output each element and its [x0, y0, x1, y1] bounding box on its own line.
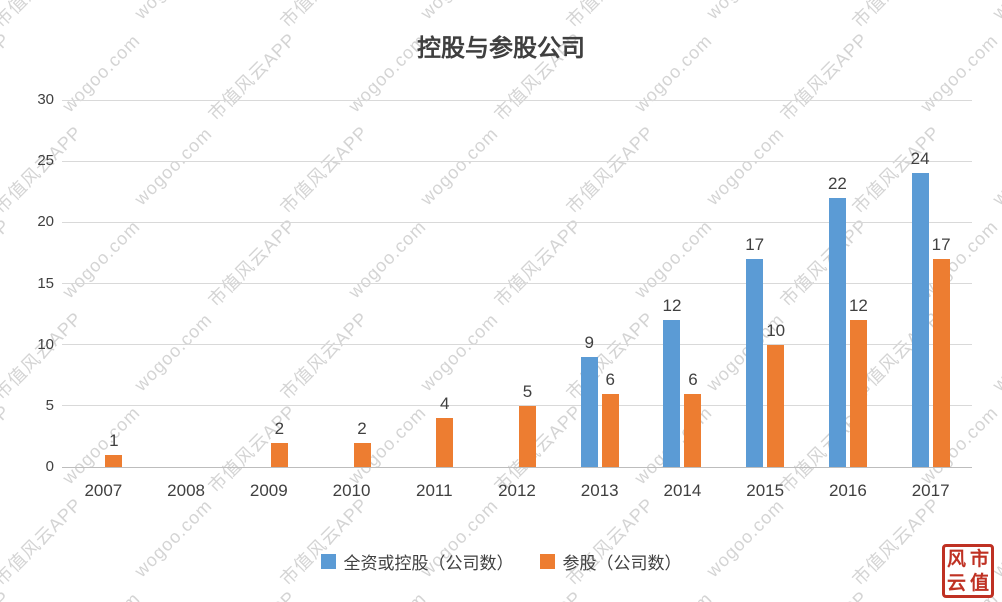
- watermark-text: 市值风云APP: [0, 214, 14, 311]
- gridline: [62, 221, 972, 223]
- x-tick-label: 2016: [828, 481, 867, 500]
- bar-value-label: 6: [605, 369, 615, 389]
- gridline: [62, 405, 972, 407]
- gridline: [62, 283, 972, 284]
- watermark-text: 市值风云APP: [562, 493, 658, 590]
- watermark-text: 市值风云APP: [0, 493, 86, 590]
- y-tick-label: 0: [45, 458, 54, 475]
- watermark-text: wogoo.com: [344, 588, 430, 602]
- bar-value-label: 12: [848, 296, 868, 316]
- watermark-text: wogoo.com: [58, 588, 144, 602]
- bar: [746, 259, 764, 467]
- watermark-text: wogoo.com: [988, 123, 1002, 209]
- legend-item-holding: 全资或控股（公司数）: [320, 549, 514, 574]
- y-tick-label: 10: [37, 335, 54, 353]
- seal-char: 市: [969, 548, 989, 570]
- gridline: [62, 344, 972, 346]
- legend-label-participation: 参股（公司数）: [562, 554, 682, 573]
- seal-char: 风: [946, 548, 966, 570]
- watermark-text: 市值风云APP: [848, 493, 944, 590]
- y-tick-label: 5: [45, 396, 54, 414]
- watermark-text: wogoo.com: [988, 309, 1002, 395]
- gridline: [62, 99, 972, 101]
- bar: [663, 320, 681, 467]
- bar-value-label: 17: [931, 235, 951, 255]
- watermark-text: 市值风云APP: [202, 584, 302, 602]
- plot-area: 0 5 10 15 20 25 30 2007 2008 2009 2010 2011 2012 2013…: [37, 91, 972, 500]
- x-tick-label: 2013: [580, 481, 619, 500]
- gridline: [62, 160, 972, 162]
- bar-value-label: 17: [745, 235, 765, 255]
- bar-value-label: 22: [827, 173, 847, 193]
- bar-value-label: 1: [109, 430, 119, 450]
- bar: [105, 454, 123, 467]
- bar-value-label: 4: [440, 394, 450, 414]
- x-axis-line: [62, 466, 972, 468]
- bar: [601, 393, 619, 467]
- bar-value-label: 2: [274, 418, 285, 438]
- watermark-text: 市值风云APP: [488, 584, 588, 602]
- bar-value-label: 24: [910, 149, 930, 169]
- seal-char: 值: [969, 572, 989, 594]
- watermark-text: 市值风云APP: [774, 584, 874, 602]
- seal-char: 云: [946, 572, 966, 594]
- y-tick-label: 25: [37, 152, 54, 170]
- x-tick-label: 2017: [911, 481, 950, 500]
- bar: [767, 344, 785, 467]
- bar-value-label: 12: [662, 296, 682, 316]
- legend: 全资或控股（公司数） 参股（公司数）: [0, 549, 1002, 574]
- bar: [436, 418, 454, 467]
- watermark-text: 市值风云APP: [276, 493, 372, 590]
- watermark-text: wogoo.com: [702, 0, 788, 24]
- legend-swatch-holding: [320, 554, 336, 569]
- x-tick-label: 2015: [746, 481, 785, 500]
- bar: [849, 320, 867, 467]
- y-tick-label: 20: [37, 213, 54, 231]
- bar: [932, 259, 950, 467]
- x-tick-label: 2014: [663, 481, 702, 500]
- watermark-text: wogoo.com: [988, 0, 1002, 24]
- bar-value-label: 9: [584, 332, 594, 352]
- watermark-text: wogoo.com: [416, 0, 502, 24]
- bar: [911, 173, 929, 467]
- y-tick-label: 15: [37, 274, 54, 292]
- brand-seal: 风 市 云 值: [942, 544, 994, 598]
- x-tick-label: 2007: [84, 481, 123, 500]
- bar: [828, 197, 846, 467]
- legend-swatch-participation: [539, 554, 555, 569]
- bar-value-label: 10: [766, 320, 786, 340]
- legend-label-holding: 全资或控股（公司数）: [343, 554, 514, 573]
- bar: [684, 393, 702, 467]
- watermark-text: wogoo.com: [130, 0, 216, 24]
- chart-title: 控股与参股公司: [417, 35, 585, 62]
- legend-item-participation: 参股（公司数）: [539, 549, 682, 574]
- x-tick-label: 2010: [332, 481, 371, 500]
- x-tick-label: 2012: [498, 481, 536, 500]
- bar: [519, 405, 536, 467]
- x-tick-label: 2008: [167, 481, 205, 500]
- bar: [580, 356, 598, 467]
- x-tick-label: 2009: [249, 481, 288, 500]
- bar-value-label: 5: [522, 381, 533, 401]
- y-tick-label: 30: [37, 91, 54, 108]
- bar: [353, 442, 371, 467]
- bar-value-label: 6: [688, 369, 698, 389]
- watermark-text: 市值风云APP: [0, 400, 14, 497]
- bar: [270, 442, 288, 467]
- x-tick-label: 2011: [415, 481, 453, 500]
- bar-value-label: 2: [357, 418, 367, 438]
- watermark-text: wogoo.com: [630, 588, 716, 602]
